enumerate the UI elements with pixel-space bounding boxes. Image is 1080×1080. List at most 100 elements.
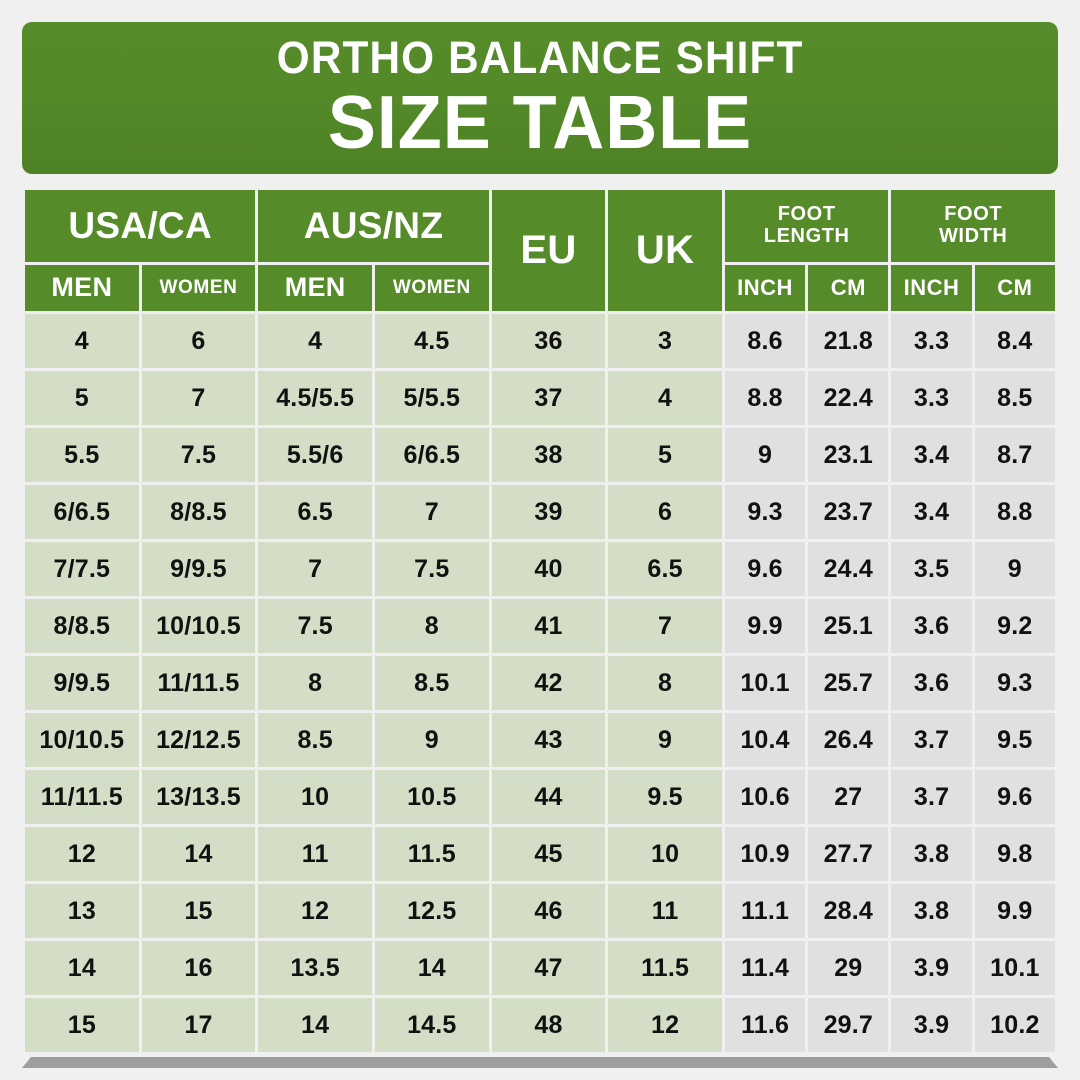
cell-r12-c1: 14: [25, 941, 139, 995]
cell-r1-c1: 4: [25, 314, 139, 368]
table-row: 4 6 4 4.5 36 3 8.6 21.8 3.3 8.4: [25, 314, 1055, 368]
table-row: 13 15 12 12.5 46 11 11.1 28.4 3.8 9.9: [25, 884, 1055, 938]
table-row: 7/7.5 9/9.5 7 7.5 40 6.5 9.6 24.4 3.5 9: [25, 542, 1055, 596]
cell-r9-c6: 9.5: [608, 770, 722, 824]
cell-r9-c5: 44: [491, 770, 606, 824]
cell-r10-c8: 27.7: [808, 827, 889, 881]
cell-r8-c3: 8.5: [258, 713, 372, 767]
cell-r2-c2: 7: [141, 371, 256, 425]
cell-r12-c9: 3.9: [891, 941, 972, 995]
cell-r12-c8: 29: [808, 941, 889, 995]
header-group-aus-nz: AUS/NZ: [258, 190, 489, 262]
cell-r8-c5: 43: [491, 713, 606, 767]
table-row: 12 14 11 11.5 45 10 10.9 27.7 3.8 9.8: [25, 827, 1055, 881]
table-row: 14 16 13.5 14 47 11.5 11.4 29 3.9 10.1: [25, 941, 1055, 995]
cell-r9-c1: 11/11.5: [25, 770, 139, 824]
cell-r11-c2: 15: [141, 884, 256, 938]
cell-r13-c9: 3.9: [891, 998, 972, 1052]
cell-r5-c10: 9: [974, 542, 1055, 596]
cell-r1-c4: 4.5: [374, 314, 489, 368]
cell-r5-c8: 24.4: [808, 542, 889, 596]
cell-r7-c3: 8: [258, 656, 372, 710]
table-shadow: [22, 1057, 1058, 1068]
cell-r8-c9: 3.7: [891, 713, 972, 767]
header-group-eu: EU: [491, 190, 606, 311]
cell-r9-c2: 13/13.5: [141, 770, 256, 824]
cell-r12-c4: 14: [374, 941, 489, 995]
cell-r6-c2: 10/10.5: [141, 599, 256, 653]
cell-r9-c9: 3.7: [891, 770, 972, 824]
cell-r2-c7: 8.8: [724, 371, 806, 425]
table-row: 10/10.5 12/12.5 8.5 9 43 9 10.4 26.4 3.7 9.5: [25, 713, 1055, 767]
title-banner: ORTHO BALANCE SHIFT SIZE TABLE: [22, 22, 1058, 174]
cell-r7-c6: 8: [608, 656, 722, 710]
header-group-foot-width: FOOT WIDTH: [891, 190, 1055, 262]
cell-r5-c4: 7.5: [374, 542, 489, 596]
cell-r11-c10: 9.9: [974, 884, 1055, 938]
cell-r9-c7: 10.6: [724, 770, 806, 824]
header-group-row: USA/CA AUS/NZ EU UK FOOT LENGTH FOOT WID…: [25, 190, 1055, 311]
cell-r4-c1: 6/6.5: [25, 485, 139, 539]
cell-r5-c6: 6.5: [608, 542, 722, 596]
cell-r1-c2: 6: [141, 314, 256, 368]
cell-r13-c8: 29.7: [808, 998, 889, 1052]
cell-r7-c1: 9/9.5: [25, 656, 139, 710]
cell-r11-c3: 12: [258, 884, 372, 938]
cell-r2-c5: 37: [491, 371, 606, 425]
header-group-usa-ca: USA/CA: [25, 190, 256, 262]
cell-r3-c6: 5: [608, 428, 722, 482]
cell-r3-c5: 38: [491, 428, 606, 482]
cell-r10-c2: 14: [141, 827, 256, 881]
cell-r4-c6: 6: [608, 485, 722, 539]
cell-r11-c6: 11: [608, 884, 722, 938]
cell-r1-c3: 4: [258, 314, 372, 368]
cell-r12-c2: 16: [141, 941, 256, 995]
cell-r6-c9: 3.6: [891, 599, 972, 653]
cell-r3-c9: 3.4: [891, 428, 972, 482]
cell-r11-c9: 3.8: [891, 884, 972, 938]
cell-r5-c7: 9.6: [724, 542, 806, 596]
cell-r2-c10: 8.5: [974, 371, 1055, 425]
cell-r13-c3: 14: [258, 998, 372, 1052]
cell-r3-c4: 6/6.5: [374, 428, 489, 482]
cell-r6-c5: 41: [491, 599, 606, 653]
cell-r4-c5: 39: [491, 485, 606, 539]
cell-r13-c4: 14.5: [374, 998, 489, 1052]
size-table: USA/CA AUS/NZ EU UK FOOT LENGTH FOOT WID…: [22, 187, 1058, 1055]
header-sub-length-inch: INCH: [724, 265, 806, 311]
foot-length-line1: FOOT: [777, 203, 836, 226]
page-title: SIZE TABLE: [327, 79, 753, 164]
cell-r10-c6: 10: [608, 827, 722, 881]
cell-r7-c2: 11/11.5: [141, 656, 256, 710]
cell-r7-c4: 8.5: [374, 656, 489, 710]
cell-r11-c7: 11.1: [724, 884, 806, 938]
cell-r8-c6: 9: [608, 713, 722, 767]
cell-r10-c1: 12: [25, 827, 139, 881]
cell-r5-c1: 7/7.5: [25, 542, 139, 596]
table-row: 5 7 4.5/5.5 5/5.5 37 4 8.8 22.4 3.3 8.5: [25, 371, 1055, 425]
cell-r13-c7: 11.6: [724, 998, 806, 1052]
cell-r3-c1: 5.5: [25, 428, 139, 482]
cell-r10-c4: 11.5: [374, 827, 489, 881]
cell-r6-c7: 9.9: [724, 599, 806, 653]
header-sub-usa-men: MEN: [25, 265, 139, 311]
cell-r2-c8: 22.4: [808, 371, 889, 425]
table-row: 5.5 7.5 5.5/6 6/6.5 38 5 9 23.1 3.4 8.7: [25, 428, 1055, 482]
cell-r4-c9: 3.4: [891, 485, 972, 539]
header-group-uk: UK: [608, 190, 722, 311]
cell-r4-c2: 8/8.5: [141, 485, 256, 539]
cell-r8-c1: 10/10.5: [25, 713, 139, 767]
cell-r12-c3: 13.5: [258, 941, 372, 995]
cell-r5-c5: 40: [491, 542, 606, 596]
cell-r4-c7: 9.3: [724, 485, 806, 539]
cell-r8-c7: 10.4: [724, 713, 806, 767]
cell-r3-c2: 7.5: [141, 428, 256, 482]
cell-r13-c5: 48: [491, 998, 606, 1052]
cell-r9-c3: 10: [258, 770, 372, 824]
cell-r8-c8: 26.4: [808, 713, 889, 767]
cell-r12-c6: 11.5: [608, 941, 722, 995]
cell-r1-c10: 8.4: [974, 314, 1055, 368]
header-sub-aus-men: MEN: [258, 265, 372, 311]
cell-r8-c2: 12/12.5: [141, 713, 256, 767]
